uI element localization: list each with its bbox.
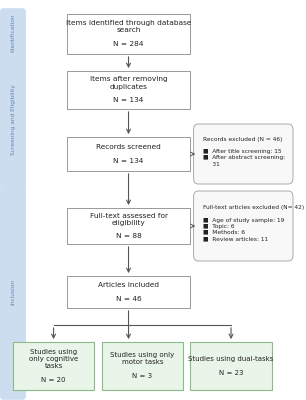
FancyBboxPatch shape bbox=[1, 53, 25, 187]
FancyBboxPatch shape bbox=[1, 9, 25, 57]
Text: Studies using
only cognitive
tasks

N = 20: Studies using only cognitive tasks N = 2… bbox=[29, 349, 78, 383]
Text: Articles included

N = 46: Articles included N = 46 bbox=[98, 282, 159, 302]
FancyBboxPatch shape bbox=[190, 342, 272, 390]
FancyBboxPatch shape bbox=[67, 137, 190, 171]
Text: Full-text assessed for
eligibility

N = 88: Full-text assessed for eligibility N = 8… bbox=[90, 212, 167, 240]
Text: Items after removing
duplicates

N = 134: Items after removing duplicates N = 134 bbox=[90, 76, 167, 104]
FancyBboxPatch shape bbox=[67, 208, 190, 244]
Text: Records excluded (N = 46)

■  After title screening: 15
■  After abstract screen: Records excluded (N = 46) ■ After title … bbox=[203, 137, 285, 166]
Text: Records screened

N = 134: Records screened N = 134 bbox=[96, 144, 161, 164]
Text: Studies using only
motor tasks

N = 3: Studies using only motor tasks N = 3 bbox=[110, 352, 174, 380]
FancyBboxPatch shape bbox=[1, 185, 25, 399]
Text: Identification: Identification bbox=[10, 14, 16, 52]
Text: Studies using dual-tasks

N = 23: Studies using dual-tasks N = 23 bbox=[188, 356, 274, 376]
Text: Screening and Eligibility: Screening and Eligibility bbox=[10, 84, 16, 156]
FancyBboxPatch shape bbox=[102, 342, 183, 390]
FancyBboxPatch shape bbox=[67, 276, 190, 308]
FancyBboxPatch shape bbox=[194, 191, 293, 261]
FancyBboxPatch shape bbox=[67, 14, 190, 54]
Text: Items identified through database
search

N = 284: Items identified through database search… bbox=[66, 20, 191, 48]
FancyBboxPatch shape bbox=[194, 124, 293, 184]
Text: Full-text articles excluded (N= 42)

■  Age of study sample: 19
■  Topic: 6
■  M: Full-text articles excluded (N= 42) ■ Ag… bbox=[203, 205, 304, 241]
Text: Inclusion: Inclusion bbox=[10, 279, 16, 305]
FancyBboxPatch shape bbox=[13, 342, 94, 390]
FancyBboxPatch shape bbox=[67, 71, 190, 109]
